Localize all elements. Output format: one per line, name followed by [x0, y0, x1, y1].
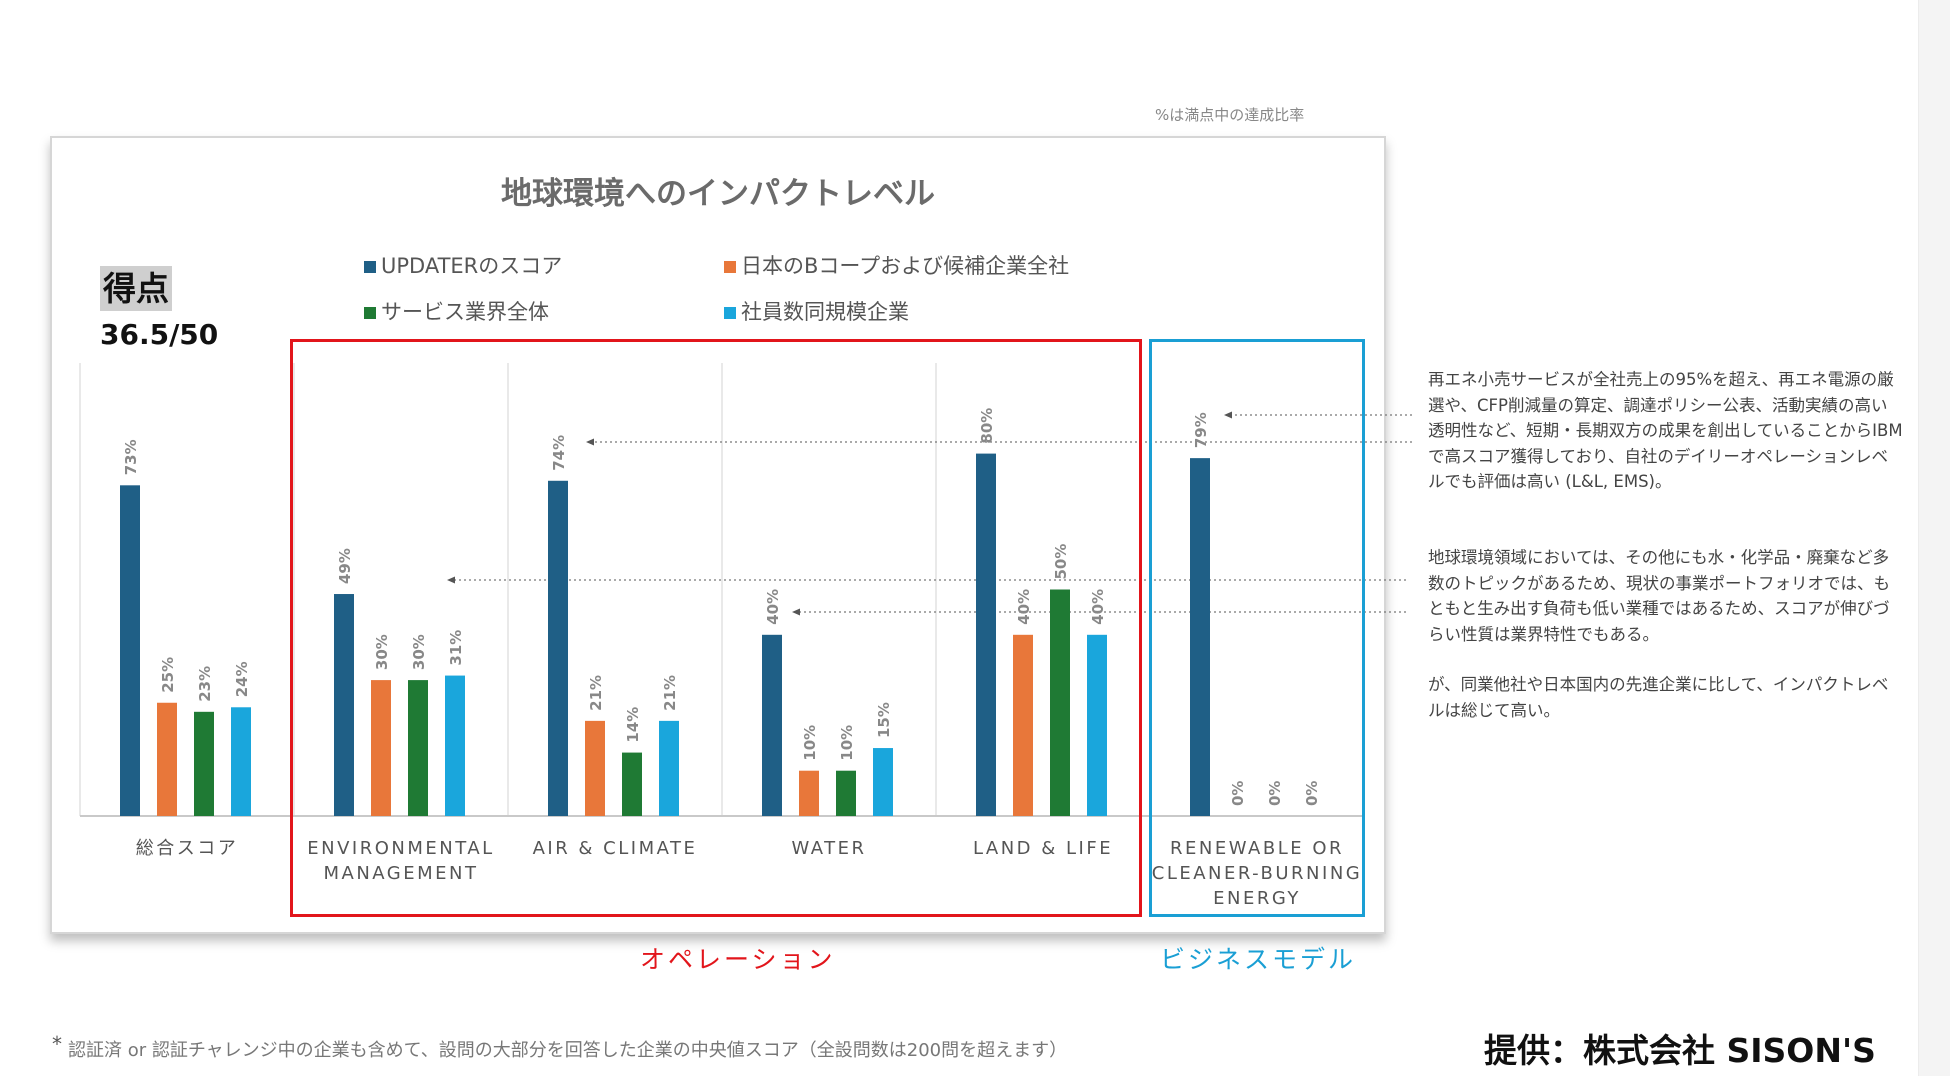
legend-swatch-same-size [724, 307, 736, 319]
bar-land-life-series-3 [1050, 589, 1070, 816]
credit: 提供：株式会社 SISON'S [1484, 1031, 1876, 1070]
bar-land-life-series-1 [976, 453, 996, 816]
data-label: 21% [661, 675, 679, 711]
data-label: 73% [122, 439, 140, 475]
annotation-renewable: 再エネ小売サービスが全社売上の95%を超え、再エネ電源の厳選や、CFP削減量の算… [1428, 370, 1903, 491]
bar-water-series-3 [836, 770, 856, 816]
data-label: 74% [550, 435, 568, 471]
category-label: AIR & CLIMATE [533, 838, 698, 859]
data-label: 21% [587, 675, 605, 711]
annotation-arrowhead [1224, 411, 1232, 419]
annotation-arrowhead [792, 608, 800, 616]
data-label: 15% [875, 702, 893, 738]
data-label: 80% [978, 408, 996, 444]
legend-label-same-size: 社員数同規模企業 [741, 300, 909, 324]
category-label: 総合スコア [136, 838, 239, 859]
footnote: * 認証済 or 認証チャレンジ中の企業も含めて、設問の大部分を回答した企業の中央… [52, 1032, 1068, 1062]
legend-swatch-japan-bcorp [724, 261, 736, 273]
bar-renewable-or-cleaner-burning-energy-series-1 [1190, 458, 1210, 816]
data-label: 25% [159, 657, 177, 693]
bar-water-series-4 [873, 748, 893, 816]
data-label: 0% [1229, 781, 1247, 806]
data-label: 0% [1266, 781, 1284, 806]
category-label: ENERGY [1213, 888, 1301, 909]
data-label: 10% [801, 725, 819, 761]
bar-air-climate-series-2 [585, 720, 605, 816]
category-label: MANAGEMENT [324, 863, 479, 884]
data-label: 40% [1089, 589, 1107, 625]
bar-total-series-1 [120, 485, 140, 816]
data-label: 31% [447, 630, 465, 666]
chart-card: 地球環境へのインパクトレベル UPDATERのスコア 日本のBコープおよび候補企… [50, 136, 1386, 934]
bar-air-climate-series-3 [622, 752, 642, 816]
bar-environmental-management-series-1 [334, 594, 354, 816]
data-label: 79% [1192, 412, 1210, 448]
bar-water-series-1 [762, 634, 782, 816]
achievement-note: %は満点中の達成比率 [1155, 106, 1305, 124]
data-label: 49% [336, 548, 354, 584]
data-label: 10% [838, 725, 856, 761]
bar-environmental-management-series-2 [371, 680, 391, 816]
bar-total-series-4 [231, 707, 251, 816]
footnote-text: 認証済 or 認証チャレンジ中の企業も含めて、設問の大部分を回答した企業の中央値… [68, 1040, 1068, 1061]
category-label: CLEANER-BURNING [1152, 863, 1362, 884]
annotation-summary: が、同業他社や日本国内の先進企業に比して、インパクトレベルは総じて高い。 [1428, 675, 1889, 720]
bar-land-life-series-2 [1013, 634, 1033, 816]
legend-swatch-updater [364, 261, 376, 273]
legend-swatch-service-industry [364, 307, 376, 319]
category-label: ENVIRONMENTAL [307, 838, 494, 859]
chart-title: 地球環境へのインパクトレベル [501, 176, 935, 212]
bar-environmental-management-series-3 [408, 680, 428, 816]
bar-total-series-2 [157, 702, 177, 816]
bar-environmental-management-series-4 [445, 675, 465, 816]
data-label: 30% [373, 634, 391, 670]
data-label: 50% [1052, 544, 1070, 580]
legend-label-japan-bcorp: 日本のBコープおよび候補企業全社 [741, 254, 1070, 278]
annotation-environment: 地球環境領域においては、その他にも水・化学品・廃棄など多数のトピックがあるため、… [1428, 548, 1890, 644]
score-value: 36.5/50 [100, 318, 219, 351]
legend-updater: UPDATERのスコア [364, 250, 562, 280]
annotation-arrowhead [447, 576, 455, 584]
operation-group-box [290, 339, 1142, 917]
business-model-label: ビジネスモデル [1160, 945, 1357, 974]
data-label: 30% [410, 634, 428, 670]
data-label: 14% [624, 707, 642, 743]
bar-land-life-series-4 [1087, 634, 1107, 816]
legend-service-industry: サービス業界全体 [364, 296, 549, 326]
legend-same-size: 社員数同規模企業 [724, 296, 909, 326]
bar-total-series-3 [194, 711, 214, 816]
data-label: 40% [764, 589, 782, 625]
bar-water-series-2 [799, 770, 819, 816]
category-label: RENEWABLE OR [1170, 838, 1344, 859]
annotation-arrowhead [586, 438, 594, 446]
legend-label-updater: UPDATERのスコア [381, 254, 563, 278]
category-label: LAND & LIFE [973, 838, 1113, 859]
data-label: 23% [196, 666, 214, 702]
data-label: 40% [1015, 589, 1033, 625]
bar-air-climate-series-4 [659, 720, 679, 816]
score-label: 得点 [100, 266, 172, 312]
business-model-group-box [1149, 339, 1365, 917]
legend-label-service-industry: サービス業界全体 [381, 300, 549, 324]
operation-label: オペレーション [640, 945, 836, 974]
right-edge-strip [1918, 0, 1950, 1076]
category-label: WATER [791, 838, 866, 859]
data-label: 0% [1303, 781, 1321, 806]
legend-japan-bcorp: 日本のBコープおよび候補企業全社 [724, 250, 1069, 280]
footnote-mark: * [52, 1032, 62, 1056]
data-label: 24% [233, 661, 251, 697]
bar-air-climate-series-1 [548, 480, 568, 816]
